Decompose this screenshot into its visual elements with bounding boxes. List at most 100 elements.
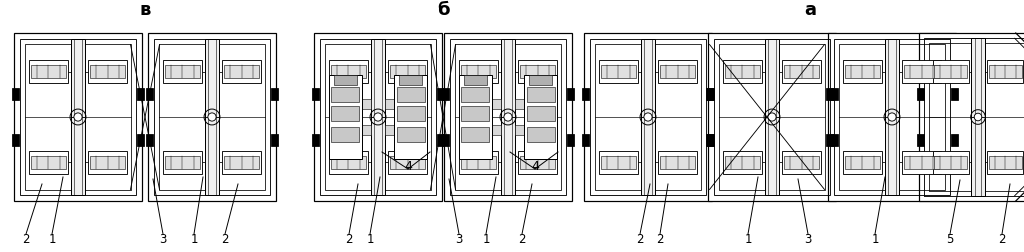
Bar bbox=[331, 66, 366, 79]
Text: 2: 2 bbox=[636, 233, 644, 245]
Bar bbox=[902, 151, 941, 174]
Text: 2: 2 bbox=[998, 233, 1006, 245]
Bar bbox=[271, 134, 279, 146]
Bar bbox=[933, 61, 969, 84]
Bar bbox=[165, 66, 200, 79]
Bar bbox=[641, 40, 655, 196]
Bar bbox=[951, 89, 958, 101]
Bar bbox=[828, 34, 956, 201]
Bar bbox=[520, 66, 555, 79]
Bar bbox=[90, 66, 125, 79]
Bar bbox=[492, 100, 501, 110]
Bar bbox=[526, 107, 555, 122]
Bar bbox=[843, 151, 882, 174]
Bar bbox=[660, 66, 695, 79]
Bar bbox=[987, 61, 1023, 84]
Bar bbox=[518, 151, 557, 174]
Bar bbox=[314, 34, 442, 201]
Bar bbox=[706, 134, 713, 146]
Bar bbox=[325, 45, 431, 190]
Bar bbox=[501, 40, 515, 196]
Bar bbox=[599, 61, 638, 84]
Bar bbox=[595, 45, 701, 190]
Bar bbox=[515, 125, 524, 135]
Bar bbox=[834, 40, 950, 196]
Text: в: в bbox=[139, 1, 151, 19]
Bar bbox=[71, 40, 85, 196]
Bar bbox=[459, 61, 498, 84]
Text: 2: 2 bbox=[221, 233, 228, 245]
Bar bbox=[205, 40, 219, 196]
Bar bbox=[165, 156, 200, 169]
Bar bbox=[584, 34, 712, 201]
Bar bbox=[462, 107, 489, 122]
Bar bbox=[334, 76, 357, 86]
Bar bbox=[526, 87, 555, 103]
Bar bbox=[148, 34, 276, 201]
Bar bbox=[601, 66, 636, 79]
Bar bbox=[918, 134, 924, 146]
Bar bbox=[989, 156, 1022, 169]
Bar bbox=[154, 40, 270, 196]
Bar bbox=[442, 89, 450, 101]
Bar bbox=[88, 151, 127, 174]
Bar bbox=[146, 89, 154, 101]
Circle shape bbox=[74, 113, 82, 122]
Bar bbox=[782, 151, 821, 174]
Text: 1: 1 bbox=[744, 233, 752, 245]
Bar bbox=[396, 107, 425, 122]
Text: а: а bbox=[804, 1, 816, 19]
Bar bbox=[329, 76, 362, 159]
Bar bbox=[843, 61, 882, 84]
Bar bbox=[904, 156, 939, 169]
Bar bbox=[146, 134, 154, 146]
Bar bbox=[706, 89, 713, 101]
Bar bbox=[725, 156, 760, 169]
Bar bbox=[765, 40, 779, 196]
Bar bbox=[904, 66, 939, 79]
Bar bbox=[329, 151, 368, 174]
Bar bbox=[839, 45, 945, 190]
Text: 1: 1 bbox=[482, 233, 489, 245]
Bar bbox=[492, 125, 501, 135]
Bar bbox=[25, 45, 131, 190]
Text: 2: 2 bbox=[518, 233, 525, 245]
Bar bbox=[464, 76, 487, 86]
Bar bbox=[362, 100, 371, 110]
Text: 2: 2 bbox=[23, 233, 30, 245]
Circle shape bbox=[768, 113, 776, 122]
Bar bbox=[934, 156, 967, 169]
Bar bbox=[455, 45, 561, 190]
Bar bbox=[459, 151, 498, 174]
Bar bbox=[390, 156, 425, 169]
Bar bbox=[399, 76, 422, 86]
Bar bbox=[707, 134, 714, 146]
Bar bbox=[723, 151, 762, 174]
Bar bbox=[388, 61, 427, 84]
Bar bbox=[442, 134, 450, 146]
Bar bbox=[902, 61, 941, 84]
Bar bbox=[29, 61, 68, 84]
Bar bbox=[515, 100, 524, 110]
Bar bbox=[461, 66, 496, 79]
Bar bbox=[660, 156, 695, 169]
Bar bbox=[385, 100, 394, 110]
Bar bbox=[725, 66, 760, 79]
Bar bbox=[658, 151, 697, 174]
Text: 3: 3 bbox=[456, 233, 463, 245]
Bar bbox=[394, 76, 427, 159]
Bar bbox=[885, 40, 899, 196]
Text: 4: 4 bbox=[531, 160, 539, 173]
Bar bbox=[782, 61, 821, 84]
Bar bbox=[312, 89, 319, 101]
Bar bbox=[222, 61, 261, 84]
Bar bbox=[989, 66, 1022, 79]
Bar bbox=[224, 66, 259, 79]
Text: 2: 2 bbox=[345, 233, 352, 245]
Bar bbox=[137, 134, 144, 146]
Bar bbox=[390, 66, 425, 79]
Bar bbox=[159, 45, 265, 190]
Bar bbox=[918, 89, 924, 101]
Bar bbox=[462, 87, 489, 103]
Bar bbox=[520, 156, 555, 169]
